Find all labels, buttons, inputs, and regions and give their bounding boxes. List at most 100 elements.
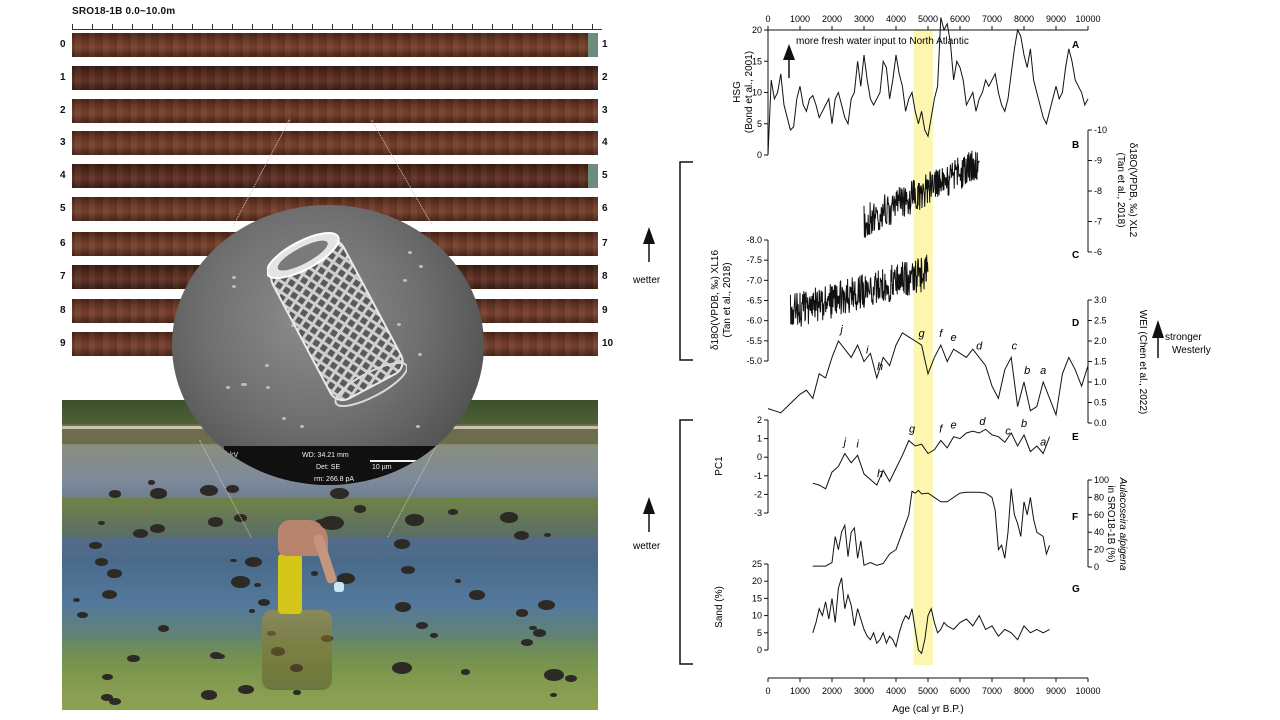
rock [101, 589, 118, 599]
rock [108, 490, 122, 498]
peak-label-D: i [866, 345, 869, 357]
debris-speck [417, 352, 422, 356]
rock [460, 668, 471, 675]
y-tick-label-F: 100 [1094, 475, 1109, 485]
y-axis-label-B: δ18O(VPDB, ‰) XL2 [1127, 143, 1138, 238]
scale-tick [132, 24, 133, 29]
bottom-axis-tick-label: 1000 [790, 686, 810, 696]
y-tick-label-A: 5 [757, 119, 762, 129]
y-axis-label-E: PC1 [714, 456, 725, 476]
bottom-axis-tick-label: 8000 [1014, 686, 1034, 696]
rock [108, 697, 121, 706]
rock [448, 509, 458, 515]
scale-tick [572, 24, 573, 29]
sem-scale-label: 10 µm [372, 464, 392, 471]
rock [132, 529, 148, 539]
bottom-axis-tick-label: 3000 [854, 686, 874, 696]
peak-label-D: g [919, 328, 926, 340]
core-depth-end: 6 [602, 203, 608, 214]
peak-label-E: j [842, 436, 847, 448]
bottom-axis-tick-label: 0 [765, 686, 770, 696]
rock [394, 601, 412, 612]
y-tick-label-F: 60 [1094, 510, 1104, 520]
rock [127, 654, 140, 663]
y-axis-label2-B: (Tan et al., 2018) [1115, 152, 1126, 227]
bottom-axis-tick-label: 10000 [1075, 686, 1100, 696]
bottom-axis-tick-label: 9000 [1046, 686, 1066, 696]
rock [394, 538, 411, 549]
y-axis-label-F: Aulacoseira alpigena [1117, 477, 1128, 571]
core-section [72, 131, 598, 155]
rock [95, 558, 109, 566]
rock [233, 513, 248, 522]
y-axis-label-A: HSG [732, 81, 743, 103]
rock [416, 622, 428, 630]
panel-label-C: C [1072, 250, 1079, 261]
top-axis-tick-label: 0 [765, 14, 770, 24]
core-depth-end: 7 [602, 238, 608, 249]
core-depth-end: 4 [602, 137, 608, 148]
y-axis-label2-A: (Bond et al., 2001) [744, 51, 755, 133]
y-tick-label-A: 15 [752, 56, 762, 66]
panel-label-F: F [1072, 512, 1078, 523]
y-tick-label-E: 0 [757, 452, 762, 462]
scale-tick [512, 24, 513, 29]
panel-label-B: B [1072, 140, 1079, 151]
y-tick-label-G: 0 [757, 645, 762, 655]
scale-tick [92, 24, 93, 29]
y-tick-label-A: 0 [757, 150, 762, 160]
y-axis-label2-F: in SRO18-1B (%) [1105, 485, 1116, 562]
peak-label-D: a [1040, 365, 1046, 377]
panel-label-A: A [1072, 40, 1079, 51]
wetter-label-lower: wetter [632, 541, 661, 552]
y-tick-label-E: 1 [757, 434, 762, 444]
rock [520, 638, 534, 647]
y-tick-label-D: 1.0 [1094, 377, 1107, 387]
debris-speck [231, 275, 236, 279]
y-tick-label-F: 80 [1094, 492, 1104, 502]
rock [455, 579, 462, 583]
y-label-group-G: Sand (%) [714, 586, 725, 628]
core-depth-start: 9 [60, 338, 66, 349]
debris-speck [407, 250, 412, 254]
scale-tick [432, 24, 433, 29]
scale-tick [372, 24, 373, 29]
debris-speck [264, 364, 269, 368]
rock [404, 513, 425, 526]
sem-detector: Det: SE [316, 464, 341, 471]
series-line-B [863, 150, 980, 238]
wetter-arrow-lower [643, 497, 655, 532]
y-tick-label-B: -7 [1094, 217, 1102, 227]
top-axis-tick-label: 9000 [1046, 14, 1066, 24]
scale-tick [552, 24, 553, 29]
rock [253, 582, 261, 587]
rock [468, 590, 486, 601]
core-depth-end: 8 [602, 271, 608, 282]
rock [147, 480, 156, 485]
y-tick-label-G: 15 [752, 593, 762, 603]
rock [543, 669, 564, 681]
sem-micrograph: kV WD: 34.21 mm Det: SE 10 µm rm: 266.8 … [172, 205, 484, 485]
scale-tick [352, 24, 353, 29]
core-depth-start: 5 [60, 203, 66, 214]
y-tick-label-C: -8.0 [746, 235, 762, 245]
series-line-D [767, 332, 1089, 417]
core-depth-start: 3 [60, 137, 66, 148]
rock [72, 598, 81, 603]
core-depth-start: 2 [60, 105, 66, 116]
core-scale-bar [72, 22, 602, 30]
y-label-group-B: δ18O(VPDB, ‰) XL2(Tan et al., 2018) [1115, 143, 1138, 238]
y-label-group-C: δ18O(VPDB, ‰) XL16 (Tan et al., 2018) [710, 250, 733, 350]
rock [543, 532, 551, 537]
y-axis-label2-C: (Tan et al., 2018) [722, 262, 733, 337]
y-axis-label-C: δ18O(VPDB, ‰) XL16 [710, 250, 721, 350]
y-tick-label-G: 10 [752, 611, 762, 621]
debris-speck [225, 385, 230, 389]
diatom-aulacoseira-image [267, 232, 407, 408]
rock [514, 530, 530, 540]
scale-tick [172, 24, 173, 29]
rock [533, 629, 547, 637]
wetter-arrow-upper [643, 227, 655, 262]
rock [310, 571, 319, 576]
